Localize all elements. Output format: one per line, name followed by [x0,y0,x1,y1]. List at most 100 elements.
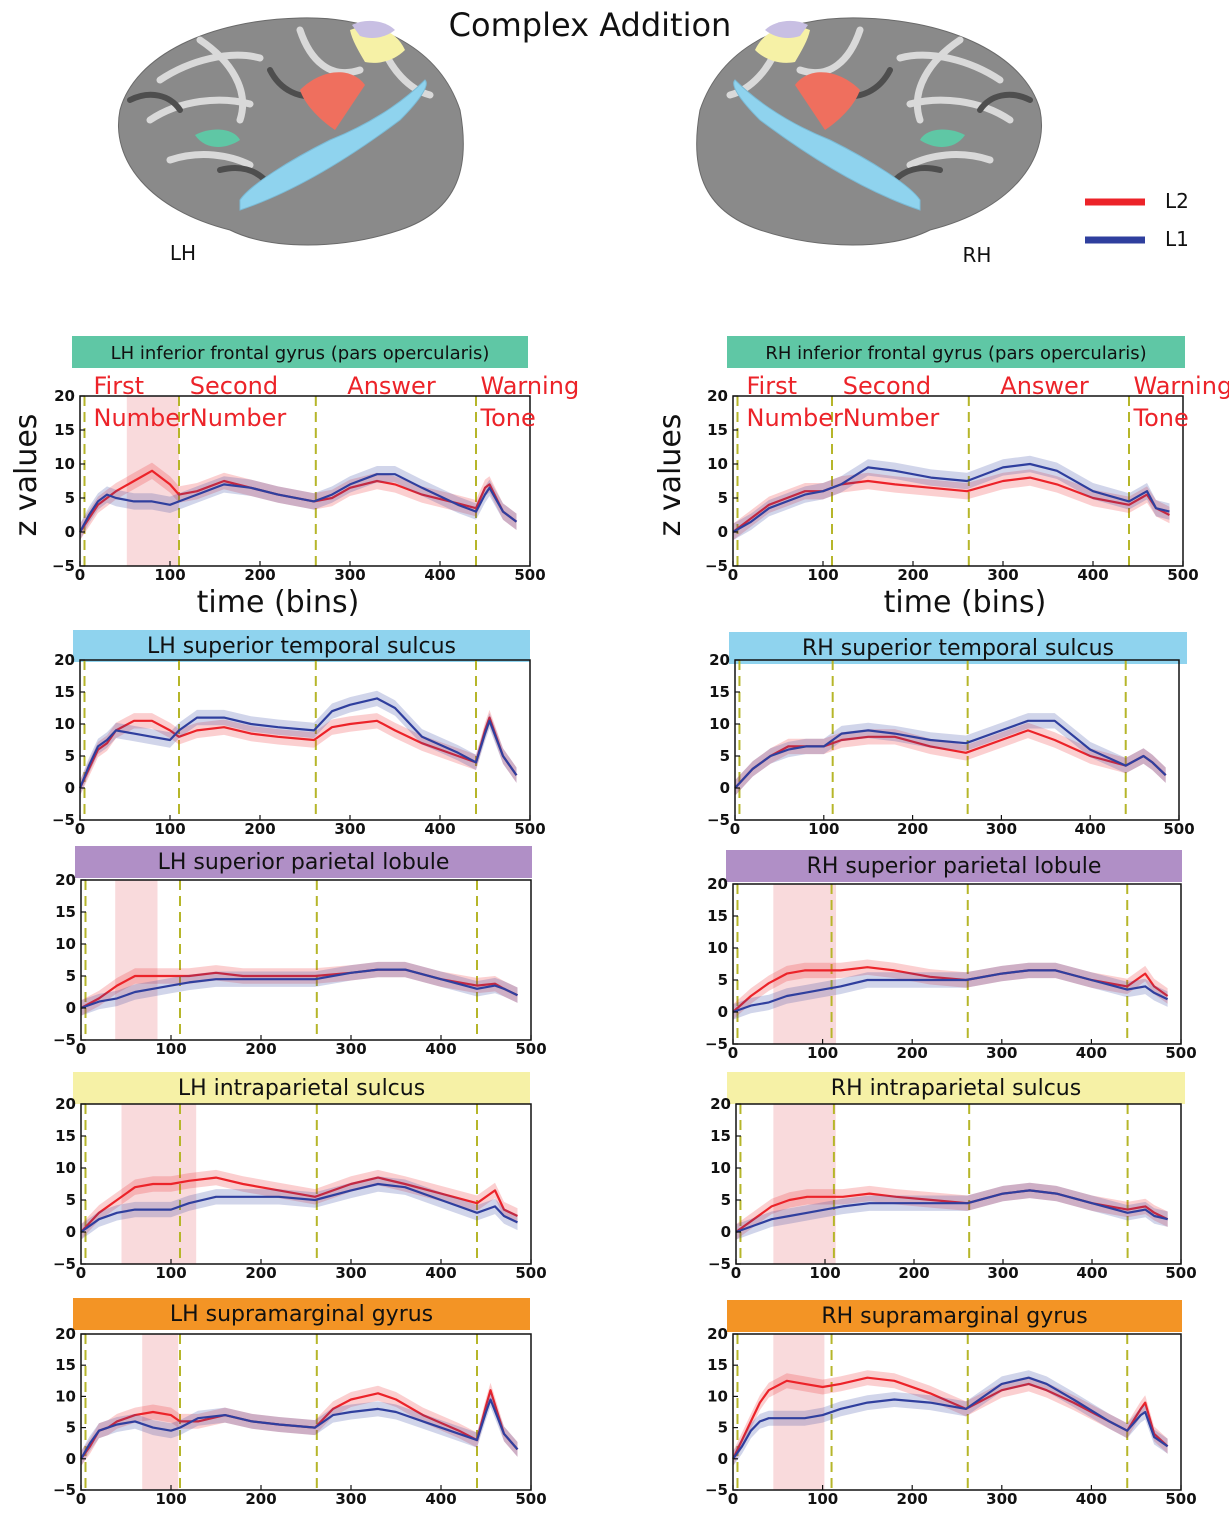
x-tick-label: 0 [728,1044,738,1062]
x-axis-label-right: time (bins) [884,585,1047,620]
phase-annotation: Second [190,372,278,400]
highlight-window [773,1334,825,1490]
plot-frame [79,395,531,567]
plot-frame [732,395,1184,567]
x-tick-label: 400 [424,566,455,584]
y-tick-label: 0 [718,523,728,541]
phase-annotation: Answer [347,372,436,400]
highlight-window [773,1104,836,1264]
y-tick-label: 5 [718,971,728,989]
y-tick-label: 20 [54,651,75,669]
panel-title: LH supramarginal gyrus [170,1302,433,1327]
phase-annotation: Tone [480,404,536,432]
x-tick-label: 100 [807,566,838,584]
series-band-l1 [736,1182,1168,1240]
x-tick-label: 400 [425,1264,456,1282]
x-tick-label: 200 [897,566,928,584]
series-band-l1 [81,1176,518,1240]
x-axis-label-left: time (bins) [197,585,360,620]
y-tick-label: 15 [55,1356,76,1374]
panel-title-banner [727,1300,1182,1332]
y-tick-label: 5 [721,1191,731,1209]
y-tick-label: 5 [66,967,76,985]
x-tick-label: 200 [897,820,928,838]
panel-title-banner [72,336,528,368]
x-tick-label: 100 [807,1044,838,1062]
phase-annotation: Tone [1133,404,1189,432]
y-axis-label-right: z values [653,414,688,537]
x-tick-label: 100 [155,1264,186,1282]
phase-annotation: Warning [1134,372,1229,400]
y-tick-label: 20 [709,651,730,669]
y-tick-label: 20 [55,1325,76,1343]
phase-annotation: Number [843,404,940,432]
phase-annotation: Second [843,372,931,400]
series-band-l2 [80,709,517,796]
panel-lh-ifg: LH inferior frontal gyrus (pars opercula… [52,336,579,584]
highlight-window [773,884,837,1044]
x-tick-label: 500 [1163,820,1194,838]
y-tick-label: 15 [55,903,76,921]
series-line-l1 [734,719,1167,789]
panel-title-banner [75,846,532,878]
plot-frame [79,659,531,821]
series-band-l1 [733,962,1168,1020]
plot-frame [732,1333,1182,1491]
x-tick-label: 400 [1077,566,1108,584]
y-tick-label: 5 [65,747,75,765]
x-tick-label: 400 [425,1490,456,1508]
x-tick-label: 400 [1076,1264,1107,1282]
y-tick-label: −5 [708,1255,731,1273]
plot-frame [80,879,532,1041]
x-tick-label: 100 [809,1264,840,1282]
series-band-l2 [733,959,1168,1020]
y-tick-label: −5 [707,811,730,829]
y-tick-label: 20 [55,1095,76,1113]
y-tick-label: 5 [718,489,728,507]
left-brain-illustration [118,17,464,246]
plot-frame [80,1103,532,1265]
x-tick-label: 200 [244,820,275,838]
series-band-l2 [733,1370,1168,1467]
y-tick-label: 10 [709,715,730,733]
x-tick-label: 100 [155,1490,186,1508]
y-tick-label: 15 [54,683,75,701]
y-tick-label: 0 [718,1003,728,1021]
panel-title-banner [729,632,1187,664]
series-line-l2 [732,966,1169,1013]
x-tick-label: 0 [76,1264,86,1282]
x-tick-label: 300 [987,1264,1018,1282]
x-tick-label: 300 [334,566,365,584]
y-tick-label: 10 [707,1387,728,1405]
x-tick-label: 400 [424,820,455,838]
x-tick-label: 200 [245,1490,276,1508]
series-band-l2 [80,462,517,541]
legend-label-l1: L1 [1165,227,1189,251]
panel-title: RH supramarginal gyrus [821,1304,1087,1329]
series-line-l2 [80,968,518,1009]
y-tick-label: 20 [707,875,728,893]
series-line-l2 [735,1189,1169,1233]
panel-title: RH superior temporal sulcus [802,636,1114,661]
y-tick-label: 20 [707,387,728,405]
legend-label-l2: L2 [1165,189,1189,213]
panel-title: RH inferior frontal gyrus (pars opercula… [765,343,1146,364]
series-line-l1 [78,697,518,789]
y-tick-label: 10 [54,455,75,473]
y-tick-label: 20 [710,1095,731,1113]
y-tick-label: 15 [707,1356,728,1374]
y-tick-label: −5 [53,1481,76,1499]
y-tick-label: 0 [65,523,75,541]
x-tick-label: 500 [1165,1490,1196,1508]
series-band-l1 [81,1392,518,1467]
panel-title-banner [73,1072,530,1104]
y-tick-label: 15 [710,1127,731,1145]
panel-title-banner [726,850,1182,882]
series-band-l1 [81,961,518,1016]
x-tick-label: 0 [76,1490,86,1508]
x-tick-label: 0 [730,820,740,838]
phase-annotation: Number [190,404,287,432]
